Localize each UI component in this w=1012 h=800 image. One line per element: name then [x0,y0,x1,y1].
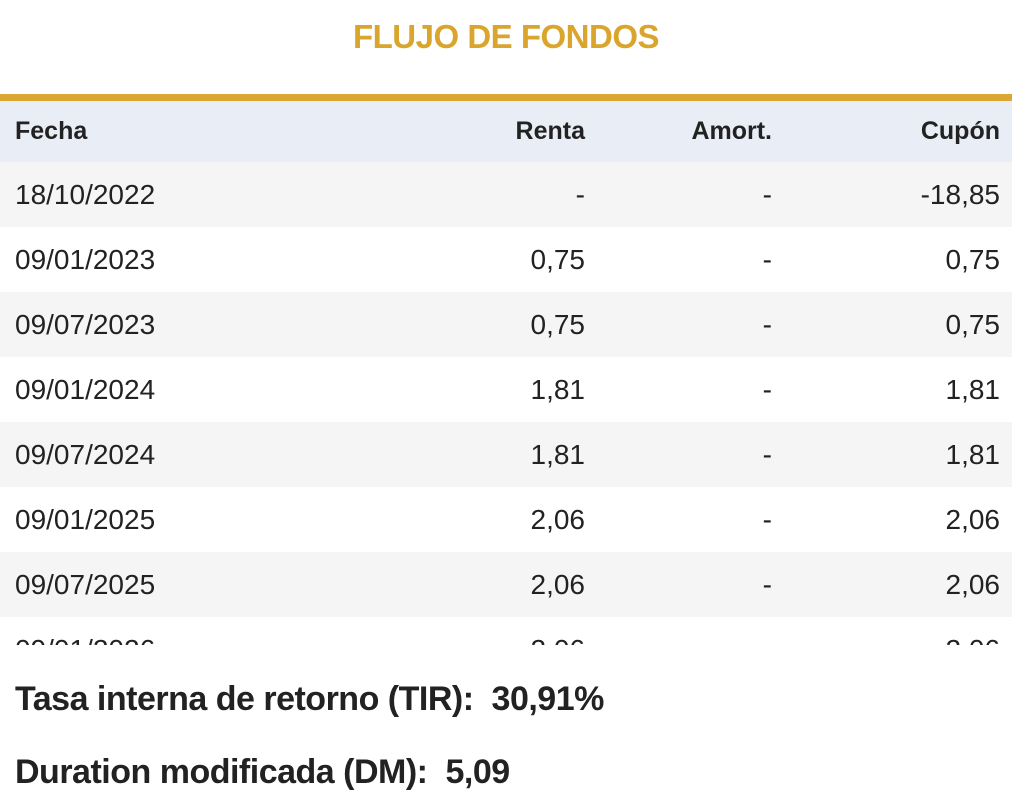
table-cell: 1,81 [945,374,1001,405]
table-cell: - [762,374,772,405]
table-row: 18/10/2022 - - -18,85 [0,162,1012,227]
table-cell: 2,06 [946,617,1001,645]
table-cell: 2,06 [530,569,586,600]
table-cell: 09/01/2025 [15,504,156,535]
table-cell: -18,85 [920,179,1000,210]
column-header: Fecha [15,117,88,145]
table-row: 09/01/2023 0,75 - 0,75 [0,227,1012,292]
table-cell: - [762,244,772,275]
table-cell: 1,81 [945,439,1001,470]
table-cell: 0,75 [945,309,1001,340]
table-cell: 1,81 [530,374,586,405]
column-header: Cupón [920,117,1000,145]
summary-label: Tasa interna de retorno (TIR): [15,680,474,718]
table-cell: 09/01/2024 [15,374,156,405]
table-row: 09/01/2024 1,81 - 1,81 [0,357,1012,422]
table-cell: - [762,504,772,535]
table-cell: 2,06 [945,569,1001,600]
table-cell: - [762,309,772,340]
column-header: Renta [515,117,585,145]
table-row: 09/07/2024 1,81 - 1,81 [0,422,1012,487]
summary-line: Duration modificada (DM): 5,09 [15,753,510,792]
table-cell: 2,06 [530,504,586,535]
title: FLUJO DE FONDOS [352,18,660,55]
header-row: Fecha Renta Amort. Cupón [0,101,1012,162]
table-cell: 18/10/2022 [15,179,156,210]
table-cell: 09/07/2024 [15,439,156,470]
table-cell: 1,81 [530,439,586,470]
table-row: 09/01/2026 2,06 - 2,06 [0,617,1012,645]
cash-flow-table: Fecha Renta Amort. Cupón 18/10/2022 - - -18,85 0… [0,101,1012,645]
table-cell: 2,06 [531,617,586,645]
table-cell: 09/01/2023 [15,244,156,275]
divider [0,94,1012,101]
table-cell: 09/07/2023 [15,309,156,340]
table-cell: 0,75 [530,309,586,340]
table-cell: - [762,569,772,600]
table-cell: 09/01/2026 [15,617,155,645]
summary-label: Duration modificada (DM): [15,753,428,791]
table-cell: 09/07/2025 [15,569,156,600]
table-cell: 2,06 [945,504,1001,535]
table-cell: 0,75 [945,244,1001,275]
table-cell: - [762,179,772,210]
summary-value: 30,91% [491,680,605,718]
table-row: 09/07/2025 2,06 - 2,06 [0,552,1012,617]
table-cell: - [762,439,772,470]
column-header: Amort. [691,117,772,145]
summary-value: 5,09 [445,753,510,791]
table-cell: - [763,617,772,645]
summary-line: Tasa interna de retorno (TIR): 30,91% [15,680,604,719]
table-cell: - [575,179,585,210]
table-row: 09/07/2023 0,75 - 0,75 [0,292,1012,357]
table-row: 09/01/2025 2,06 - 2,06 [0,487,1012,552]
table-cell: 0,75 [530,244,586,275]
